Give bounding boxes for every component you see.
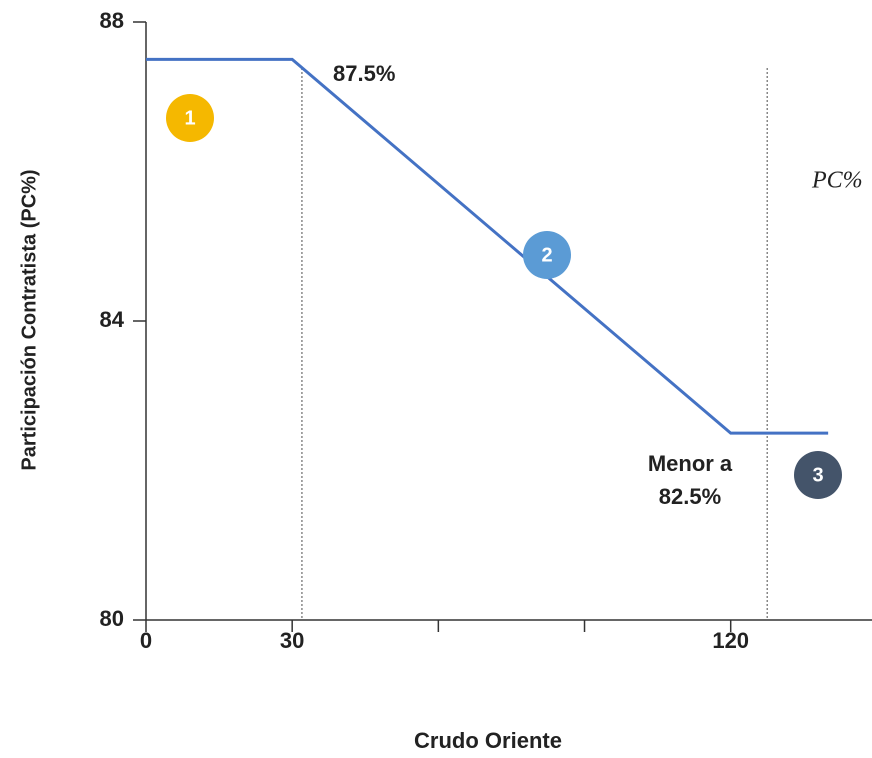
y-tick-label: 80 (100, 606, 124, 631)
annotation: 87.5% (333, 61, 395, 86)
annotation: 82.5% (659, 484, 721, 509)
x-tick-label: 30 (280, 628, 304, 653)
segment-label: 3 (812, 464, 823, 486)
segment-label: 1 (184, 107, 195, 129)
line (146, 59, 828, 433)
annotation: Menor a (648, 451, 733, 476)
segment-label: 2 (541, 244, 552, 266)
y-axis-label: Participación Contratista (PC%) (18, 169, 40, 470)
y-tick-label: 88 (100, 8, 124, 33)
annotation: PC% (811, 168, 863, 194)
y-tick-label: 84 (100, 307, 125, 332)
x-tick-label: 0 (140, 628, 152, 653)
x-tick-label: 120 (712, 628, 749, 653)
chart: Crudo Oriente Participación Contratista … (0, 0, 872, 758)
x-axis-label: Crudo Oriente (414, 728, 562, 753)
